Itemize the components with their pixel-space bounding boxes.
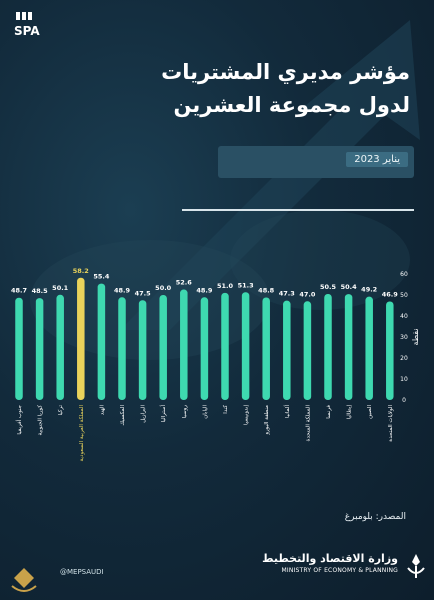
category-label-15: فرنسا [326, 405, 332, 419]
value-label-5: 48.9 [114, 286, 131, 294]
value-label-18: 46.9 [382, 291, 399, 299]
category-label-18: الولايات المتحدة [388, 405, 394, 442]
ministry-name-ar: وزارة الاقتصاد والتخطيط [262, 552, 398, 565]
bar-5 [118, 297, 126, 400]
category-label-9: اليابان [202, 405, 208, 419]
bar-14 [303, 301, 312, 400]
social-handle: @MEPSAUDI [60, 568, 104, 576]
bar-1 [35, 298, 44, 400]
title-line-2: لدول مجموعة العشرين [173, 93, 410, 117]
value-label-16: 50.4 [341, 283, 358, 291]
value-label-8: 52.6 [176, 279, 193, 287]
bar-12 [262, 297, 270, 400]
divider-line [182, 209, 414, 211]
category-label-17: الصين [367, 405, 373, 419]
category-label-8: روسيا [182, 405, 188, 419]
ministry-emblem-icon [407, 554, 425, 578]
page-title: مؤشر مديري المشتريات لدول مجموعة العشرين [70, 56, 410, 122]
value-label-7: 50.0 [155, 284, 172, 292]
bar-11 [241, 292, 250, 400]
value-label-11: 51.3 [238, 281, 254, 289]
bar-17 [365, 296, 373, 400]
category-label-11: إندونيسيا [244, 405, 250, 426]
y-tick-2: 20 [400, 355, 408, 362]
bar-7 [159, 295, 167, 400]
category-label-7: أستراليا [159, 405, 167, 423]
bar-10 [221, 292, 229, 400]
bar-6 [138, 300, 147, 400]
bar-8 [180, 289, 188, 400]
value-label-14: 47.0 [299, 290, 316, 298]
bar-chart: 48.7 جنوب أفريقيا 48.5 كوريا الجنوبية 50.1 تر… [11, 267, 420, 462]
category-label-16: إيطاليا [347, 405, 353, 420]
logo-text: SPA [14, 24, 40, 38]
social-block: @MEPSAUDI [14, 560, 174, 590]
watermark-logo [11, 568, 37, 592]
value-label-0: 48.7 [11, 287, 27, 295]
value-label-17: 49.2 [361, 286, 377, 294]
category-label-3: المملكة العربية السعودية [78, 405, 85, 462]
bar-13 [283, 300, 291, 400]
ministry-name-en: MINISTRY OF ECONOMY & PLANNING [281, 567, 398, 574]
bar-4 [97, 283, 106, 400]
date-banner: يناير 2023 [218, 146, 414, 178]
value-label-1: 48.5 [32, 287, 49, 295]
category-label-14: المملكة المتحدة [304, 405, 311, 442]
bar-15 [324, 293, 332, 400]
category-label-13: ألمانيا [283, 405, 291, 418]
value-label-2: 50.1 [52, 284, 69, 292]
y-tick-3: 30 [400, 334, 408, 341]
category-label-0: جنوب أفريقيا [15, 405, 23, 435]
value-label-12: 48.8 [258, 287, 275, 295]
value-label-13: 47.3 [279, 290, 295, 298]
bar-9 [200, 297, 209, 400]
y-axis-label: نقطة [411, 328, 420, 345]
date-label: يناير 2023 [346, 152, 408, 167]
bar-0 [15, 297, 23, 400]
category-label-5: المكسيك [119, 405, 126, 426]
ministry-block: وزارة الاقتصاد والتخطيط MINISTRY OF ECON… [208, 552, 398, 574]
bar-2 [56, 294, 64, 400]
value-label-4: 55.4 [93, 273, 110, 281]
value-label-15: 50.5 [320, 283, 337, 291]
value-label-9: 48.9 [196, 286, 213, 294]
category-label-1: كوريا الجنوبية [37, 405, 44, 436]
spa-logo: SPA [14, 12, 40, 38]
category-label-6: البرازيل [141, 405, 147, 423]
title-line-1: مؤشر مديري المشتريات [161, 60, 410, 84]
bar-18 [386, 301, 394, 400]
y-tick-5: 50 [400, 292, 408, 299]
y-tick-1: 10 [400, 376, 408, 383]
source-note: المصدر: بلومبرغ [344, 512, 406, 522]
bar-16 [344, 294, 353, 400]
y-tick-0: 0 [402, 397, 406, 404]
y-tick-4: 40 [400, 313, 408, 320]
category-label-2: تركيا [57, 405, 64, 416]
bar-3 [77, 277, 85, 400]
y-tick-6: 60 [400, 271, 408, 278]
value-label-10: 51.0 [217, 282, 234, 290]
category-label-4: الهند [99, 405, 105, 416]
value-label-3: 58.2 [73, 267, 89, 275]
value-label-6: 47.5 [135, 289, 152, 297]
category-label-10: كندا [222, 405, 229, 414]
category-label-12: منطقة اليورو [264, 405, 270, 436]
